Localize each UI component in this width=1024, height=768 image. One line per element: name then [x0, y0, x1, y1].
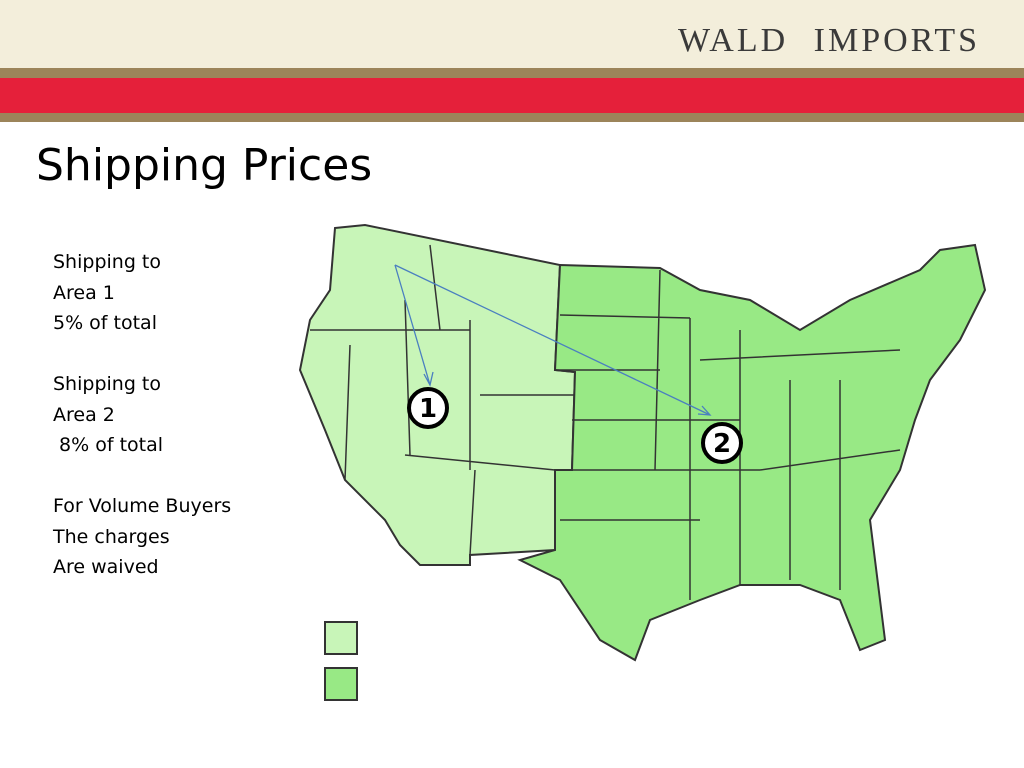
- area-marker: [407, 387, 449, 429]
- text-line: Shipping to: [53, 251, 161, 273]
- slide-title: Shipping Prices: [36, 140, 373, 191]
- text-line: 5% of total: [53, 312, 157, 334]
- text-line: Area 1: [53, 281, 115, 304]
- text-line: Are waived: [53, 556, 159, 578]
- text-line: The charges: [53, 525, 170, 548]
- text-block: Shipping to Area 2 8% of total: [53, 369, 231, 461]
- area-marker-label: 1: [419, 394, 437, 424]
- area-2-region: [517, 243, 987, 662]
- text-line: For Volume Buyers: [53, 495, 232, 517]
- legend-swatch: [324, 667, 358, 701]
- route-arrows: [394, 264, 712, 416]
- text-line: Shipping to: [53, 373, 161, 395]
- header-stripe: [0, 113, 1024, 122]
- area-marker-label: 2: [713, 429, 731, 459]
- text-block: Shipping to Area 1 5% of total: [53, 247, 231, 339]
- legend-swatch: [324, 621, 358, 655]
- brand: WALD IMPORTS: [677, 22, 980, 59]
- header-red-band: [0, 78, 1024, 113]
- text-line: 8% of total: [53, 434, 164, 456]
- header-band: [0, 0, 1024, 68]
- body-text: Shipping to Area 1 5% of total Shipping to A…: [53, 247, 231, 613]
- state-lines: [310, 244, 901, 600]
- header-stripe: [0, 68, 1024, 78]
- text-line: Area 2: [53, 403, 115, 426]
- text-block: For Volume Buyers The charges Are waived: [53, 491, 231, 583]
- area-marker: [701, 422, 743, 464]
